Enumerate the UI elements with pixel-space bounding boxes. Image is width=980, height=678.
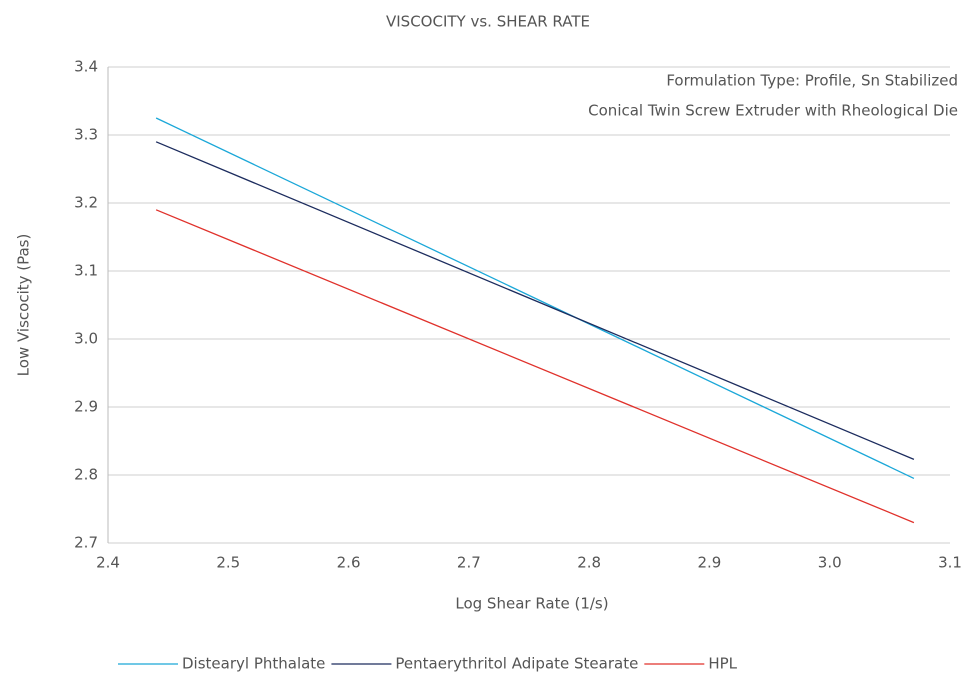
x-tick-label: 2.5 <box>216 554 240 572</box>
legend-label: Distearyl Phthalate <box>182 655 325 673</box>
y-axis-label: Low Viscocity (Pas) <box>15 234 33 377</box>
annotation: Formulation Type: Profile, Sn Stabilized <box>666 72 958 90</box>
legend-label: HPL <box>708 655 737 673</box>
y-tick-label: 3.3 <box>74 126 98 144</box>
y-tick-label: 3.2 <box>74 194 98 212</box>
series-line <box>155 117 915 479</box>
y-tick-label: 3.1 <box>74 262 98 280</box>
x-tick-label: 2.8 <box>577 554 601 572</box>
legend-label: Pentaerythritol Adipate Stearate <box>395 655 638 673</box>
y-tick-label: 3.4 <box>74 58 98 76</box>
y-tick-label: 2.9 <box>74 398 98 416</box>
y-tick-label: 3.0 <box>74 330 98 348</box>
series-line <box>155 141 915 460</box>
annotation: Conical Twin Screw Extruder with Rheolog… <box>588 102 958 120</box>
x-tick-label: 3.0 <box>818 554 842 572</box>
x-tick-label: 2.6 <box>337 554 361 572</box>
y-tick-label: 2.7 <box>74 534 98 552</box>
x-tick-label: 3.1 <box>938 554 962 572</box>
y-tick-label: 2.8 <box>74 466 98 484</box>
x-tick-label: 2.4 <box>96 554 120 572</box>
x-axis-label: Log Shear Rate (1/s) <box>455 595 608 613</box>
x-tick-label: 2.9 <box>697 554 721 572</box>
x-tick-label: 2.7 <box>457 554 481 572</box>
series-line <box>155 209 915 524</box>
chart-title: VISCOCITY vs. SHEAR RATE <box>386 13 590 31</box>
